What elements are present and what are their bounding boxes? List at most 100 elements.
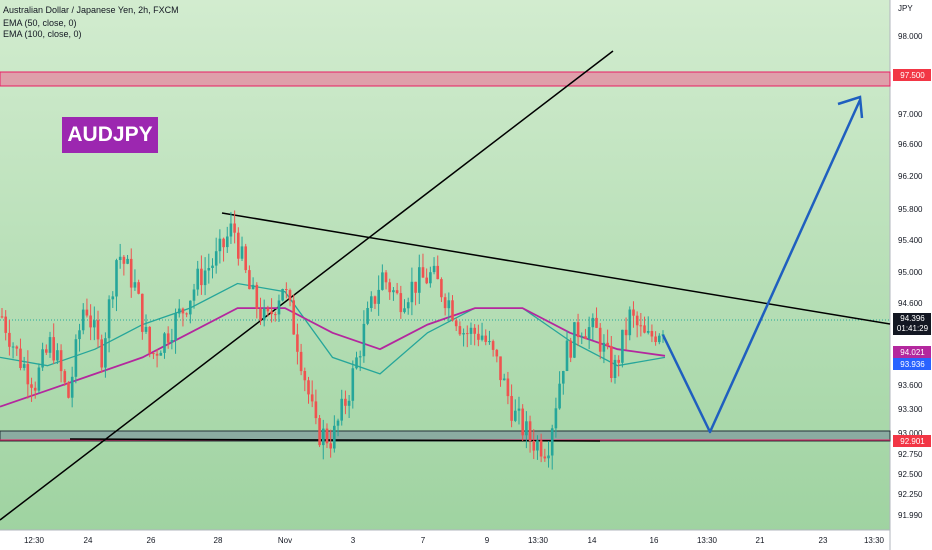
candle-body [370, 296, 373, 308]
candle-body [406, 302, 410, 309]
candle-body [56, 350, 59, 361]
candle-body [26, 364, 30, 385]
price-tick: 93.000 [898, 429, 923, 438]
candle-body [63, 371, 67, 383]
candle-body [558, 383, 561, 409]
time-tick: 21 [756, 536, 765, 545]
candle-body [222, 238, 225, 248]
candle-body [591, 317, 595, 328]
candle-body [521, 408, 524, 436]
candle-body [240, 246, 244, 259]
price-tick: 92.500 [898, 470, 923, 479]
candle-body [587, 327, 591, 339]
candle-body [281, 289, 284, 301]
candle-body [189, 300, 192, 315]
projection-path[interactable] [661, 99, 862, 434]
time-tick: 26 [147, 536, 156, 545]
candle-body [547, 455, 550, 459]
candle-body [107, 299, 111, 339]
time-tick: 16 [650, 536, 659, 545]
candle-body [318, 418, 321, 446]
candle-body [646, 331, 650, 333]
candle-body [8, 332, 11, 347]
candle-body [229, 223, 233, 237]
time-tick: 13:30 [528, 536, 549, 545]
candle-body [211, 265, 214, 268]
time-axis-panel[interactable] [0, 530, 890, 550]
candle-body [458, 326, 462, 335]
candle-body [196, 268, 199, 290]
candle-body [606, 342, 609, 346]
ascending-trendline[interactable] [0, 50, 614, 521]
candle-body [388, 282, 391, 293]
candle-body [226, 236, 229, 248]
candle-body [100, 339, 103, 368]
candle-body [510, 396, 513, 421]
candle-body [67, 382, 70, 398]
candle-body [303, 371, 307, 381]
candle-body [624, 329, 628, 336]
candle-body [336, 420, 340, 426]
support-price-tag: 92.901 [900, 437, 925, 446]
candle-body [233, 223, 236, 233]
candle-body [185, 313, 188, 315]
candle-body [15, 346, 19, 349]
candle-body [532, 441, 536, 451]
candle-body [85, 309, 89, 316]
descending-trendline[interactable] [221, 212, 891, 325]
price-tick: 95.800 [898, 205, 923, 214]
candle-body [59, 350, 63, 372]
candle-body [562, 371, 565, 384]
candle-body [218, 238, 222, 252]
ema50-line[interactable] [0, 282, 666, 375]
candle-body [451, 300, 454, 321]
resistance-tag-bg [893, 69, 931, 81]
candle-body [126, 258, 129, 264]
candle-body [152, 353, 155, 355]
ema100-line[interactable] [0, 307, 666, 408]
candle-body [251, 284, 255, 290]
candle-body [174, 313, 177, 340]
ema50-tag-bg [893, 358, 931, 370]
candle-body [104, 338, 107, 368]
symbol-title[interactable]: Australian Dollar / Japanese Yen, 2h, FX… [3, 5, 179, 15]
candle-body [635, 315, 639, 326]
candle-body [573, 322, 576, 358]
candle-body [440, 279, 443, 298]
candle-body [292, 300, 295, 335]
ema50-legend[interactable]: EMA (50, close, 0) [3, 18, 77, 28]
time-tick: 7 [421, 536, 426, 545]
candle-body [237, 232, 240, 259]
candle-body [362, 323, 366, 357]
candle-body [425, 277, 428, 284]
resistance-zone[interactable] [0, 71, 891, 87]
candle-body [255, 284, 259, 309]
candle-body [491, 341, 495, 350]
candle-body [329, 443, 332, 449]
candle-body [266, 308, 270, 312]
candle-body [432, 265, 436, 273]
candle-body [11, 346, 15, 348]
price-axis-panel[interactable] [890, 0, 932, 550]
symbol-badge: AUDJPY [62, 117, 158, 153]
time-axis-labels: 12:30 24 26 28 Nov 3 7 9 13:30 14 16 13:… [24, 536, 885, 545]
candle-body [148, 326, 151, 354]
candle-body [373, 296, 377, 304]
candle-body [310, 394, 314, 402]
ema100-legend[interactable]: EMA (100, close, 0) [3, 29, 82, 39]
candle-body [447, 300, 451, 309]
candle-body [436, 265, 439, 280]
candle-body [207, 268, 211, 271]
candle-body [621, 329, 624, 363]
time-tick: Nov [278, 536, 292, 545]
candle-body [0, 316, 4, 318]
candle-body [314, 401, 318, 419]
candle-body [403, 308, 406, 313]
candle-body [322, 428, 325, 446]
candle-body [93, 320, 96, 328]
candle-body [473, 327, 476, 334]
candle-body [285, 289, 288, 291]
candle-body [399, 293, 403, 313]
candle-body [33, 387, 37, 391]
